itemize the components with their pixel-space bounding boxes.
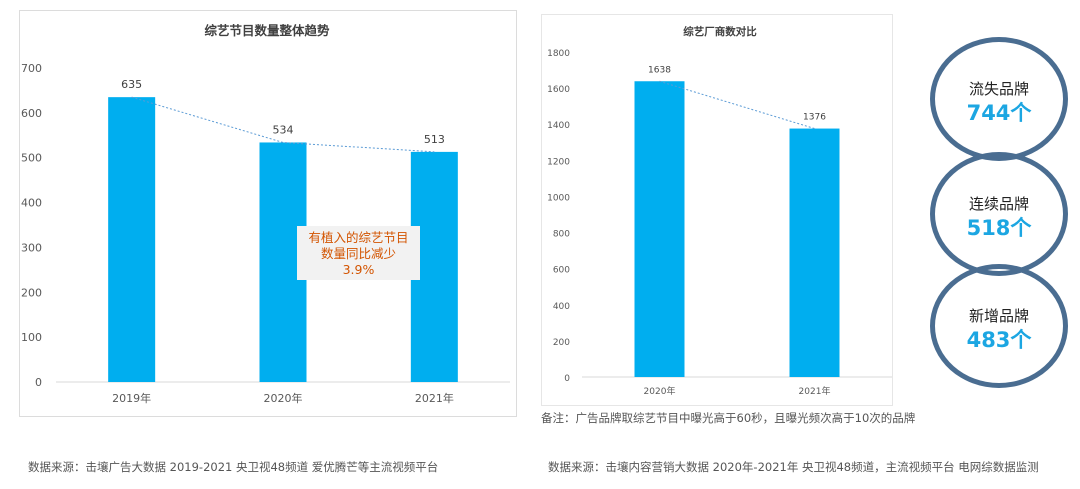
y-tick-label: 1400 [547, 121, 570, 131]
footer-source-right: 数据来源：击壤内容营销大数据 2020年-2021年 央卫视48频道，主流视频平… [548, 460, 1039, 474]
ring-continued-brands: 连续品牌 518个 [930, 152, 1068, 276]
y-tick-label: 400 [553, 302, 570, 312]
data-label: 1638 [648, 65, 671, 75]
y-tick-label: 1000 [547, 193, 570, 203]
chart-title: 综艺节目数量整体趋势 [204, 23, 330, 38]
y-tick-label: 0 [564, 374, 570, 384]
ring-new-brands: 新增品牌 483个 [930, 264, 1068, 388]
y-tick-label: 300 [21, 241, 42, 254]
data-label: 534 [273, 123, 294, 136]
y-tick-label: 800 [553, 230, 570, 240]
x-tick-label: 2021年 [415, 391, 454, 405]
x-tick-label: 2019年 [112, 391, 151, 405]
note-text: 备注：广告品牌取综艺节目中曝光高于60秒，且曝光频次高于10次的品牌 [541, 411, 916, 425]
y-tick-label: 1800 [547, 49, 570, 59]
ring-lost-brands: 流失品牌 744个 [930, 37, 1068, 161]
callout-line-2: 数量同比减少 [320, 246, 396, 261]
left-chart-panel: 综艺节目数量整体趋势 0 100 200 300 400 500 600 700 635 2019年… [19, 10, 517, 417]
y-tick-label: 1600 [547, 85, 570, 95]
y-tick-label: 1200 [547, 157, 570, 167]
ring-label-lost: 流失品牌 [968, 80, 1029, 98]
vendor-count-chart: 综艺厂商数对比 0 200 400 600 800 1000 1200 1400 1600 1800… [547, 25, 892, 397]
y-tick-label: 400 [21, 197, 42, 210]
x-tick-label: 2020年 [644, 385, 676, 397]
y-tick-label: 100 [21, 331, 42, 344]
ring-value-new: 483个 [966, 328, 1032, 352]
y-tick-label: 0 [35, 376, 42, 389]
x-tick-label: 2021年 [799, 385, 831, 397]
y-tick-label: 600 [21, 107, 42, 120]
data-label: 1376 [803, 113, 826, 123]
y-tick-label: 700 [21, 62, 42, 75]
data-label: 513 [424, 133, 445, 146]
bar-2019年 [108, 97, 156, 383]
y-tick-label: 500 [21, 152, 42, 165]
callout-line-1: 有植入的综艺节目 [308, 230, 409, 245]
trend-line [131, 96, 435, 153]
bar-2020年 [634, 81, 685, 377]
y-tick-label: 200 [553, 338, 570, 348]
program-count-chart: 综艺节目数量整体趋势 0 100 200 300 400 500 600 700 635 2019年… [21, 23, 510, 405]
y-tick-label: 200 [21, 286, 42, 299]
y-tick-label: 600 [553, 266, 570, 276]
data-label: 635 [121, 78, 142, 91]
bar-2021年 [789, 128, 840, 377]
right-chart-panel: 综艺厂商数对比 0 200 400 600 800 1000 1200 1400 1600 1800… [541, 14, 893, 406]
ring-label-new: 新增品牌 [968, 307, 1029, 325]
callout-line-3: 3.9% [342, 262, 375, 277]
x-tick-label: 2020年 [264, 391, 303, 405]
ring-value-lost: 744个 [966, 101, 1032, 125]
chart-title: 综艺厂商数对比 [683, 25, 757, 38]
ring-label-continued: 连续品牌 [968, 195, 1029, 213]
decline-callout: 有植入的综艺节目 数量同比减少 3.9% [297, 226, 420, 280]
footer-source-left: 数据来源：击壤广告大数据 2019-2021 央卫视48频道 爱优腾芒等主流视频… [28, 460, 439, 474]
ring-value-continued: 518个 [966, 216, 1032, 240]
trend-line [659, 80, 815, 130]
